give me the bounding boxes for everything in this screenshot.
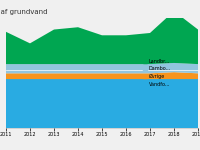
Text: g af grundvand: g af grundvand bbox=[0, 9, 48, 15]
Legend: Landbr..., Dambo..., Øvrige, Vandfo...: Landbr..., Dambo..., Øvrige, Vandfo... bbox=[143, 59, 171, 87]
